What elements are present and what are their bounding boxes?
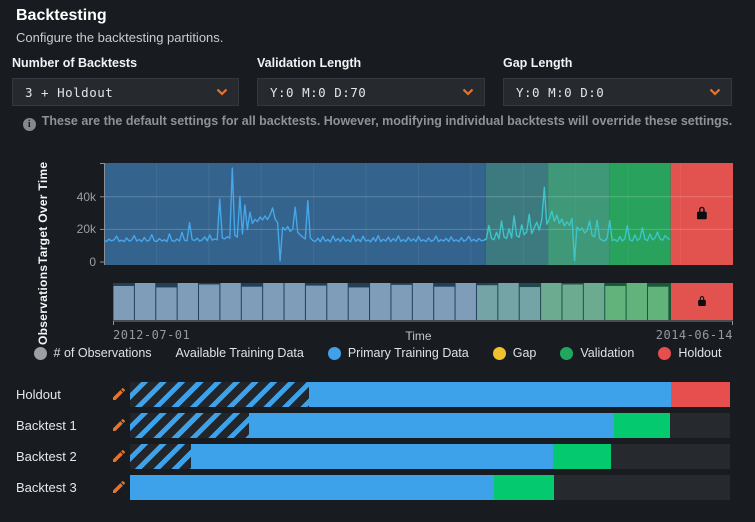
pencil-icon	[113, 480, 126, 493]
gap-length-select[interactable]: Y:0 M:0 D:0	[503, 78, 732, 106]
segment-available	[130, 413, 249, 438]
legend-label: Primary Training Data	[347, 346, 469, 360]
backtest-row-label: Backtest 2	[16, 449, 77, 464]
legend-label: Available Training Data	[175, 346, 304, 360]
number-of-backtests-value: 3 + Holdout	[25, 84, 114, 100]
segment-empty	[670, 413, 730, 438]
segment-available	[130, 382, 309, 407]
page-subtitle: Configure the backtesting partitions.	[16, 30, 224, 45]
control-number-of-backtests: Number of Backtests 3 + Holdout	[12, 56, 239, 106]
segment-primary	[191, 444, 553, 469]
backtest-row-label: Holdout	[16, 387, 61, 402]
legend-item-gap[interactable]: Gap	[492, 346, 537, 360]
target-over-time-axis-title: Target Over Time	[36, 161, 50, 265]
observations-chart	[113, 283, 733, 325]
legend-item--of-observations[interactable]: # of Observations	[33, 346, 152, 360]
pencil-icon	[113, 449, 126, 462]
segment-holdout	[670, 382, 730, 407]
chevron-down-icon	[216, 88, 228, 96]
backtest-row-holdout: Holdout	[0, 382, 755, 407]
backtest-row-backtest-2: Backtest 2	[0, 444, 755, 469]
edit-backtest-button[interactable]	[110, 448, 128, 466]
control-gap-length: Gap Length Y:0 M:0 D:0	[503, 56, 732, 106]
segment-validation	[613, 413, 670, 438]
chart-legend: # of Observations Available Training Data…	[0, 346, 755, 360]
validation-length-label: Validation Length	[257, 56, 362, 70]
gap-length-value: Y:0 M:0 D:0	[516, 84, 605, 100]
segment-empty	[554, 475, 730, 500]
edit-backtest-button[interactable]	[110, 417, 128, 435]
backtest-row-backtest-3: Backtest 3	[0, 475, 755, 500]
number-of-backtests-select[interactable]: 3 + Holdout	[12, 78, 239, 106]
chevron-down-icon	[462, 88, 474, 96]
backtest-row-label: Backtest 3	[16, 480, 77, 495]
partition-track[interactable]	[130, 413, 730, 438]
x-start-date: 2012-07-01	[113, 328, 191, 342]
note-text: These are the default settings for all b…	[41, 114, 733, 128]
observations-axis-title: Observations	[36, 264, 50, 346]
legend-item-primary-training-data[interactable]: Primary Training Data	[327, 346, 469, 360]
partition-track[interactable]	[130, 444, 730, 469]
ytick-0: 0	[89, 255, 96, 269]
backtest-rows: Holdout Backtest 1 Backtest 2 Backtest 3	[0, 382, 755, 506]
legend-label: Validation	[580, 346, 635, 360]
chevron-down-icon	[709, 88, 721, 96]
legend-marker-icon	[560, 346, 574, 360]
control-validation-length: Validation Length Y:0 M:0 D:70	[257, 56, 485, 106]
partition-track[interactable]	[130, 382, 730, 407]
validation-length-select[interactable]: Y:0 M:0 D:70	[257, 78, 485, 106]
segment-empty	[611, 444, 730, 469]
ytick-40k: 40k	[76, 190, 96, 204]
pencil-icon	[113, 387, 126, 400]
lock-icon	[698, 296, 706, 306]
edit-backtest-button[interactable]	[110, 479, 128, 497]
number-of-backtests-label: Number of Backtests	[12, 56, 138, 70]
segment-primary	[248, 413, 614, 438]
legend-label: # of Observations	[53, 346, 152, 360]
backtest-row-label: Backtest 1	[16, 418, 77, 433]
partition-track[interactable]	[130, 475, 730, 500]
edit-backtest-button[interactable]	[110, 386, 128, 404]
target-over-time-chart	[100, 163, 733, 265]
ytick-20k: 20k	[76, 222, 96, 236]
segment-validation	[552, 444, 612, 469]
legend-marker-icon	[492, 346, 506, 360]
segment-validation	[494, 475, 554, 500]
default-settings-note: i These are the default settings for all …	[0, 114, 755, 131]
lock-icon	[696, 206, 707, 220]
legend-marker-icon	[33, 346, 47, 360]
gap-length-label: Gap Length	[503, 56, 573, 70]
backtest-row-backtest-1: Backtest 1	[0, 413, 755, 438]
pencil-icon	[113, 418, 126, 431]
legend-marker-icon	[327, 346, 341, 360]
legend-item-available-training-data[interactable]: Available Training Data	[176, 346, 304, 360]
validation-length-value: Y:0 M:0 D:70	[270, 84, 367, 100]
x-axis-title: Time	[405, 329, 432, 343]
segment-available	[130, 444, 192, 469]
legend-marker-icon	[658, 346, 672, 360]
x-end-date: 2014-06-14	[655, 328, 733, 342]
legend-item-validation[interactable]: Validation	[560, 346, 634, 360]
segment-primary	[308, 382, 671, 407]
legend-item-holdout[interactable]: Holdout	[658, 346, 721, 360]
page-title: Backtesting	[16, 7, 107, 24]
legend-label: Holdout	[678, 346, 722, 360]
legend-label: Gap	[512, 346, 537, 360]
info-icon: i	[22, 118, 36, 131]
segment-primary	[130, 475, 495, 500]
